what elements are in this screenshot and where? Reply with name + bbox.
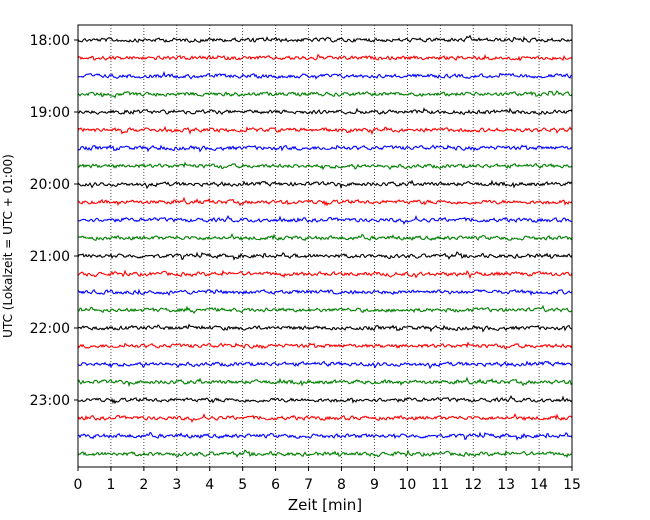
x-tick-label: 13 [497, 477, 515, 493]
x-tick-label: 4 [205, 477, 214, 493]
seismogram-trace [77, 394, 573, 405]
trace-group [77, 34, 573, 459]
x-tick-label: 12 [464, 477, 482, 493]
x-tick-label: 9 [370, 477, 379, 493]
y-tick-label: 19:00 [30, 105, 70, 121]
seismogram-trace [77, 144, 573, 153]
seismogram-trace [77, 323, 573, 333]
x-tick-label: 2 [139, 477, 148, 493]
x-tick-label: 6 [271, 477, 280, 493]
seismogram-trace [77, 34, 573, 44]
seismogram-trace [77, 376, 573, 388]
y-tick-label: 21:00 [30, 249, 70, 265]
seismogram-trace [77, 341, 573, 350]
x-tick-label: 7 [304, 477, 313, 493]
seismogram-trace [77, 70, 573, 80]
seismogram-trace [77, 431, 573, 441]
seismogram-trace [77, 214, 573, 225]
x-tick-label: 14 [530, 477, 548, 493]
x-axis-label: Zeit [min] [288, 496, 362, 514]
x-tick-label: 5 [238, 477, 247, 493]
plot-frame [77, 24, 573, 468]
seismogram-trace [77, 288, 573, 297]
seismogram-trace [77, 304, 573, 314]
x-tick-label: 3 [172, 477, 181, 493]
seismogram-trace [77, 90, 573, 99]
y-tick-label: 18:00 [30, 33, 70, 49]
seismogram-trace [77, 269, 573, 280]
x-tick-label: 11 [431, 477, 449, 493]
seismogram-trace [77, 107, 573, 116]
seismogram-trace [77, 53, 573, 62]
seismogram-trace [77, 449, 573, 459]
y-tick-label: 20:00 [30, 177, 70, 193]
y-tick-label: 22:00 [30, 321, 70, 337]
y-axis-label: UTC (Lokalzeit = UTC + 01:00) [1, 154, 15, 338]
x-tick-label: 10 [398, 477, 416, 493]
seismogram-trace [77, 233, 573, 242]
x-axis: 0 1 2 3 4 5 6 7 8 9 10 11 12 13 14 15 [74, 467, 581, 493]
seismogram-trace [77, 360, 573, 370]
seismogram-trace [77, 251, 573, 261]
x-tick-label: 0 [74, 477, 83, 493]
y-axis: 18:00 19:00 20:00 21:00 22:00 23:00 [30, 33, 78, 409]
x-tick-label: 8 [337, 477, 346, 493]
seismogram-trace [77, 125, 573, 136]
y-tick-label: 23:00 [30, 393, 70, 409]
seismogram-trace [77, 161, 573, 171]
x-tick-label: 15 [563, 477, 581, 493]
seismogram-trace [77, 196, 573, 207]
seismogram-trace [77, 413, 573, 423]
seismogram-trace [77, 179, 573, 190]
x-tick-label: 1 [106, 477, 115, 493]
